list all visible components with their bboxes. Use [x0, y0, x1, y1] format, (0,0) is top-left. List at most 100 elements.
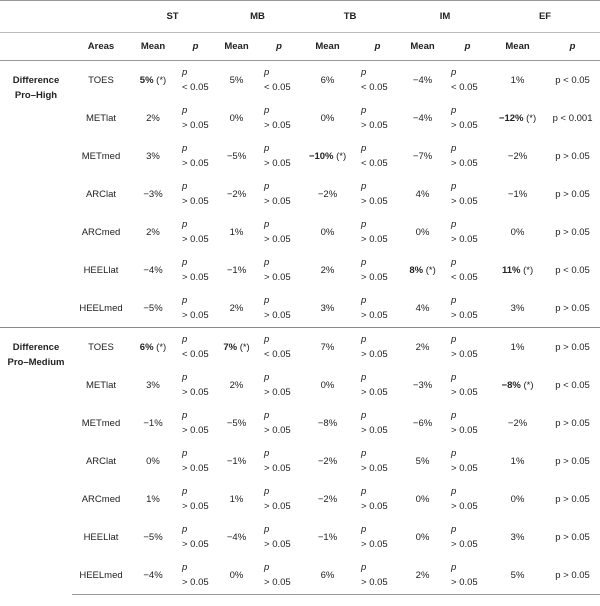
cell: p > 0.05 — [445, 518, 490, 556]
cell: p > 0.05 — [355, 480, 400, 518]
cell: 0% — [510, 226, 525, 238]
cell: 0% — [415, 493, 430, 505]
cell: 3% — [146, 150, 160, 162]
p-value: > 0.05 — [451, 501, 478, 512]
column-header: Mean — [400, 32, 446, 61]
cell: 1% — [146, 493, 160, 505]
cell: 1% — [490, 60, 546, 99]
group-header: MB — [215, 0, 301, 33]
p-symbol: p — [264, 295, 270, 306]
cell: p < 0.05 — [445, 60, 491, 99]
cell: p < 0.05 — [258, 327, 301, 366]
p-value: > 0.05 — [361, 234, 388, 245]
cell: p > 0.05 — [555, 455, 590, 467]
p-symbol: p — [182, 410, 188, 421]
cell: −12% (*) — [490, 99, 545, 137]
group-header: IM — [400, 0, 491, 33]
p-symbol: p — [451, 448, 457, 459]
p-symbol: p — [451, 562, 457, 573]
cell: 4% — [415, 302, 430, 314]
cell: p > 0.05 — [355, 404, 400, 442]
cell: −8% — [317, 417, 338, 429]
cell: −5% — [143, 302, 163, 314]
area-label: ARClat — [85, 455, 117, 467]
p-symbol: p — [182, 524, 188, 535]
cell: p > 0.05 — [258, 213, 300, 251]
p-value: > 0.05 — [361, 425, 388, 436]
data-row: ARCmed 1% p > 0.05 1% p > 0.05 −2% p > 0.05 0% p > 0… — [0, 480, 600, 518]
cell: p > 0.05 — [258, 556, 301, 595]
cell: −4% — [400, 60, 446, 99]
p-value: > 0.05 — [361, 539, 388, 550]
p-value: < 0.05 — [361, 158, 388, 169]
area-label: HEELmed — [72, 556, 130, 595]
p-symbol: p — [451, 524, 457, 535]
cell: −1% — [226, 264, 247, 276]
cell: p > 0.05 — [176, 213, 215, 251]
cell: −5% — [143, 531, 163, 543]
p-symbol: p — [451, 105, 457, 116]
p-symbol: p — [182, 257, 188, 268]
data-row: HEELmed −4% p > 0.05 0% p > 0.05 6% p > 0.05 2% p > … — [0, 556, 600, 595]
cell: p > 0.05 — [555, 150, 590, 162]
cell: 2% — [400, 327, 446, 366]
cell: p < 0.05 — [555, 264, 590, 276]
p-symbol: p — [361, 334, 367, 345]
data-row: METmed −1% p > 0.05 −5% p > 0.05 −8% p > 0.05 −6% p… — [0, 404, 600, 442]
cell: p > 0.05 — [258, 175, 300, 213]
mean-value: −12% — [498, 112, 524, 124]
p-value: < 0.05 — [451, 272, 478, 283]
cell: p > 0.05 — [355, 251, 400, 289]
significance-note: (*) — [523, 264, 534, 276]
cell: 1% — [229, 226, 244, 238]
cell: −2% — [317, 455, 338, 467]
p-symbol: p — [182, 143, 188, 154]
cell: p > 0.05 — [176, 175, 215, 213]
column-header: Mean — [215, 32, 259, 61]
cell: p < 0.05 — [555, 379, 590, 391]
cell: p > 0.05 — [555, 302, 590, 314]
p-symbol: p — [361, 448, 367, 459]
cell: 6% — [300, 556, 356, 595]
group-header: EF — [490, 0, 600, 33]
area-label: HEELlat — [83, 531, 119, 543]
cell: 3% — [320, 302, 335, 314]
cell: p > 0.05 — [445, 556, 491, 595]
p-symbol: p — [264, 410, 270, 421]
cell: p > 0.05 — [176, 251, 215, 289]
cell: p > 0.05 — [555, 531, 590, 543]
p-value: < 0.05 — [182, 82, 209, 93]
cell: 0% — [320, 112, 335, 124]
cell: p > 0.05 — [555, 226, 590, 238]
mean-value: 11% — [501, 264, 521, 276]
p-value: > 0.05 — [182, 196, 209, 207]
p-symbol: p — [264, 334, 270, 345]
cell: p > 0.05 — [445, 137, 490, 175]
cell: p > 0.05 — [445, 442, 490, 480]
p-symbol: p — [451, 295, 457, 306]
p-value: > 0.05 — [264, 425, 291, 436]
cell: p > 0.05 — [555, 188, 590, 200]
p-value: > 0.05 — [451, 310, 478, 321]
cell: −3% — [143, 188, 163, 200]
cell: p > 0.05 — [355, 556, 401, 595]
p-value: > 0.05 — [361, 196, 388, 207]
cell: p > 0.05 — [355, 99, 400, 137]
cell: p > 0.05 — [355, 213, 400, 251]
significance-note: (*) — [523, 379, 534, 391]
cell: −4% — [130, 556, 176, 595]
p-value: > 0.05 — [264, 120, 291, 131]
cell: 0% — [215, 556, 259, 595]
p-value: > 0.05 — [451, 120, 478, 131]
cell: 5% — [215, 60, 259, 99]
cell: p > 0.05 — [355, 518, 400, 556]
cell: p > 0.05 — [258, 518, 300, 556]
p-symbol: p — [361, 181, 367, 192]
cell: p > 0.05 — [176, 556, 216, 595]
p-symbol: p — [451, 334, 457, 345]
section-label: Difference Pro–Medium — [0, 327, 72, 595]
cell: 0% — [320, 226, 335, 238]
p-value: > 0.05 — [451, 539, 478, 550]
mean-value: −10% — [308, 150, 334, 162]
